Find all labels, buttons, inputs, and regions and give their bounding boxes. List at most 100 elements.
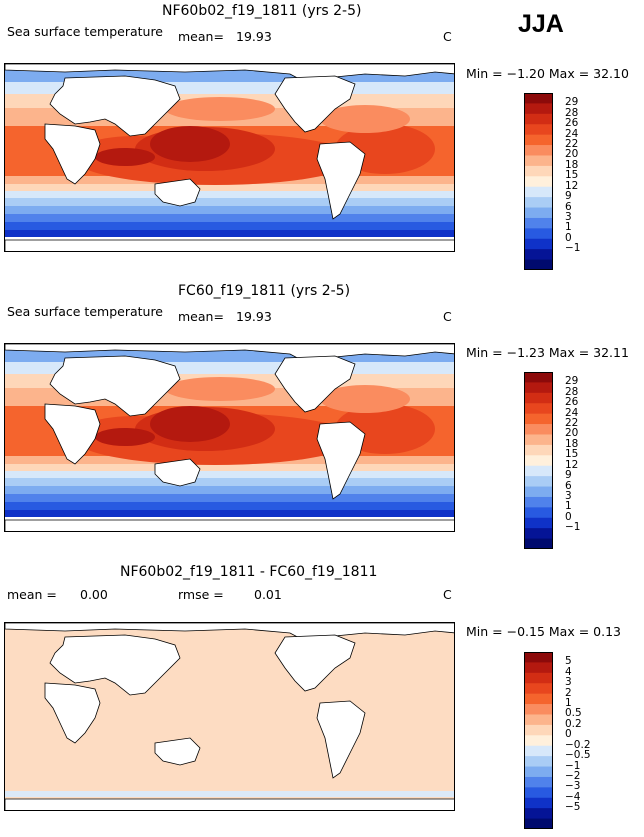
colorbar-swatch — [524, 465, 553, 477]
colorbar-tick-label: −1 — [565, 242, 581, 255]
colorbar-tick-label: 1 — [565, 697, 572, 710]
panel3-title: NF60b02_f19_1811 - FC60_f19_1811 — [120, 564, 378, 580]
colorbar-swatch — [524, 207, 553, 219]
colorbar-tick-label: −3 — [565, 780, 581, 793]
colorbar-swatch — [524, 652, 553, 663]
north-america — [274, 75, 356, 133]
colorbar-swatch — [524, 372, 553, 383]
warm-pool-core — [150, 126, 230, 162]
colorbar-swatch — [524, 382, 553, 394]
north-america — [274, 355, 356, 413]
sst-band-3 — [5, 493, 454, 502]
panel1-title: NF60b02_f19_1811 (yrs 2-5) — [162, 3, 362, 19]
south-america — [316, 141, 366, 220]
colorbar-tick-label: −2 — [565, 769, 581, 782]
colorbar-swatch — [524, 486, 553, 498]
colorbar-tick-label: −0.2 — [565, 738, 591, 751]
colorbar-swatch — [524, 528, 553, 540]
colorbar-swatch — [524, 507, 553, 519]
colorbar-swatch — [524, 704, 553, 715]
colorbar-swatch — [524, 787, 553, 799]
colorbar-tick-label: 15 — [565, 169, 579, 182]
colorbar-swatch — [524, 249, 553, 261]
colorbar-swatch — [524, 165, 553, 177]
panel2-colorbar-graphic — [524, 372, 553, 549]
antarctica-outline — [5, 519, 454, 531]
panel3-rmse-label: rmse = — [178, 587, 224, 602]
colorbar-swatch — [524, 434, 553, 446]
sst-band-12 — [5, 190, 454, 198]
colorbar-tick-label: 6 — [565, 479, 572, 492]
colorbar-swatch — [524, 476, 553, 488]
diff-band-negative — [5, 791, 454, 797]
colorbar-tick-label: 12 — [565, 458, 579, 471]
colorbar-tick-label: 3 — [565, 676, 572, 689]
sst-band-1 — [5, 221, 454, 230]
colorbar-tick-label: 18 — [565, 437, 579, 450]
colorbar-swatch — [524, 797, 553, 809]
panel1-units: C — [443, 29, 452, 44]
sst-band-3 — [5, 213, 454, 222]
colorbar-tick-label: 9 — [565, 190, 572, 203]
africa — [44, 682, 101, 744]
panel3-units: C — [443, 587, 452, 602]
colorbar-swatch — [524, 683, 553, 695]
colorbar-swatch — [524, 259, 553, 270]
colorbar-tick-label: 29 — [565, 375, 579, 388]
colorbar-border — [524, 372, 553, 549]
panel1-map-graphic — [5, 64, 454, 251]
colorbar-swatch — [524, 745, 553, 757]
colorbar-tick-label: 22 — [565, 417, 579, 430]
indian-core — [95, 148, 155, 166]
colorbar-tick-label: 22 — [565, 138, 579, 151]
colorbar-swatch — [524, 197, 553, 209]
colorbar-tick-label: 0.2 — [565, 717, 582, 730]
colorbar-tick-label: 24 — [565, 406, 579, 419]
colorbar-swatch — [524, 424, 553, 435]
colorbar-tick-label: −0.5 — [565, 749, 591, 762]
panel3-map-graphic — [5, 623, 454, 810]
colorbar-tick-label: 18 — [565, 158, 579, 171]
colorbar-tick-label: 12 — [565, 179, 579, 192]
sst-band-6 — [5, 485, 454, 494]
sst-band-16 — [5, 183, 454, 191]
colorbar-swatch — [524, 238, 553, 250]
indian-core — [95, 428, 155, 446]
colorbar-tick-label: 15 — [565, 448, 579, 461]
panel2-variable: Sea surface temperature — [7, 304, 163, 319]
colorbar-tick-label: 9 — [565, 469, 572, 482]
colorbar-swatch — [524, 672, 553, 684]
sst-band-12 — [5, 470, 454, 478]
panel2-mean-label: mean= — [178, 309, 224, 324]
antarctica-outline — [5, 239, 454, 251]
panel3-colorbar-graphic — [524, 652, 553, 829]
colorbar-swatch — [524, 176, 553, 188]
colorbar-border — [524, 652, 553, 829]
colorbar-tick-label: 4 — [565, 665, 572, 678]
colorbar-tick-label: −1 — [565, 521, 581, 534]
colorbar-swatch — [524, 93, 553, 104]
colorbar-swatch — [524, 103, 553, 115]
colorbar-tick-label: 3 — [565, 489, 572, 502]
colorbar-swatch — [524, 496, 553, 508]
north-america — [274, 634, 356, 692]
australia — [154, 458, 201, 487]
colorbar-swatch — [524, 455, 553, 467]
panel1-sst-map — [4, 63, 455, 252]
colorbar-tick-label: 26 — [565, 396, 579, 409]
colorbar-tick-label: 0 — [565, 510, 572, 523]
colorbar-tick-label: 3 — [565, 210, 572, 223]
warm-pool-core — [150, 406, 230, 442]
colorbar-tick-label: 0 — [565, 728, 572, 741]
colorbar-border — [524, 93, 553, 270]
sst-band-m1 — [5, 229, 454, 237]
colorbar-tick-label: 26 — [565, 117, 579, 130]
colorbar-tick-label: 1 — [565, 221, 572, 234]
colorbar-swatch — [524, 538, 553, 549]
colorbar-swatch — [524, 145, 553, 156]
panel1-colorbar — [524, 93, 553, 270]
colorbar-tick-label: −4 — [565, 790, 581, 803]
colorbar-swatch — [524, 413, 553, 425]
eurasia — [49, 634, 181, 696]
panel2-map-graphic — [5, 344, 454, 531]
